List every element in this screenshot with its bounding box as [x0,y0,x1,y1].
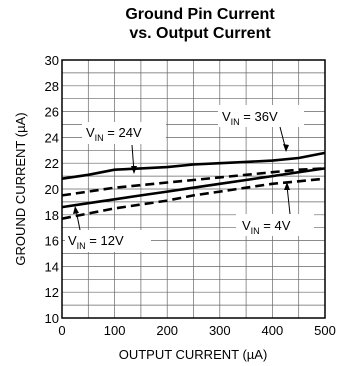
y-tick-label: 12 [45,285,59,300]
y-tick-label: 28 [45,79,59,94]
y-tick-label: 10 [45,311,59,326]
y-axis-label: GROUND CURRENT (µA) [13,112,28,265]
y-tick-label: 14 [45,259,59,274]
annotation-24v-rest: = 24V [104,125,142,140]
svg-text:VIN = 4V: VIN = 4V [242,218,291,236]
svg-text:VIN = 36V: VIN = 36V [222,109,278,127]
y-tick-label: 16 [45,234,59,249]
annotation-12v-rest: = 12V [86,233,124,248]
chart-title-line-1: Ground Pin Current [125,6,275,23]
annotation-vin-24v: VIN = 24V [82,122,166,174]
chart-title-line-2: vs. Output Current [129,25,271,42]
svg-text:VIN = 12V: VIN = 12V [68,233,124,251]
x-tick-label: 500 [314,323,336,338]
series-line [61,151,326,180]
y-tick-label: 18 [45,208,59,223]
y-tick-label: 22 [45,156,59,171]
x-tick-label: 400 [262,323,284,338]
annotation-36v-rest: = 36V [240,109,278,124]
annotation-36v-main: V [222,109,231,124]
x-tick-label: 300 [209,323,231,338]
series-lines [61,151,326,220]
annotation-vin-36v: VIN = 36V [218,105,304,152]
annotation-vin-12v: VIN = 12V [65,206,151,252]
y-tick-labels: 10 12 14 16 18 20 22 24 26 28 30 [45,53,59,326]
x-tick-label: 0 [58,323,65,338]
annotation-24v-sub: IN [95,133,104,143]
y-tick-label: 24 [45,130,59,145]
x-tick-label: 100 [104,323,126,338]
y-tick-label: 26 [45,105,59,120]
annotation-4v-sub: IN [251,226,260,236]
svg-text:VIN = 24V: VIN = 24V [86,125,142,143]
annotation-24v-main: V [86,125,95,140]
series-line [61,177,326,220]
x-tick-labels: 0 100 200 300 400 500 [58,323,335,338]
plot-frame [61,59,326,319]
series-line [61,167,326,197]
annotation-4v-main: V [242,218,251,233]
annotation-4v-rest: = 4V [260,218,291,233]
annotation-36v-sub: IN [231,117,240,127]
y-tick-label: 20 [45,182,59,197]
x-tick-label: 200 [156,323,178,338]
annotation-vin-4v: VIN = 4V [236,182,314,236]
series-line [61,167,326,209]
annotation-12v-sub: IN [77,241,86,251]
annotation-12v-main: V [68,233,77,248]
x-axis-label: OUTPUT CURRENT (µA) [119,347,268,362]
y-tick-label: 30 [45,53,59,68]
